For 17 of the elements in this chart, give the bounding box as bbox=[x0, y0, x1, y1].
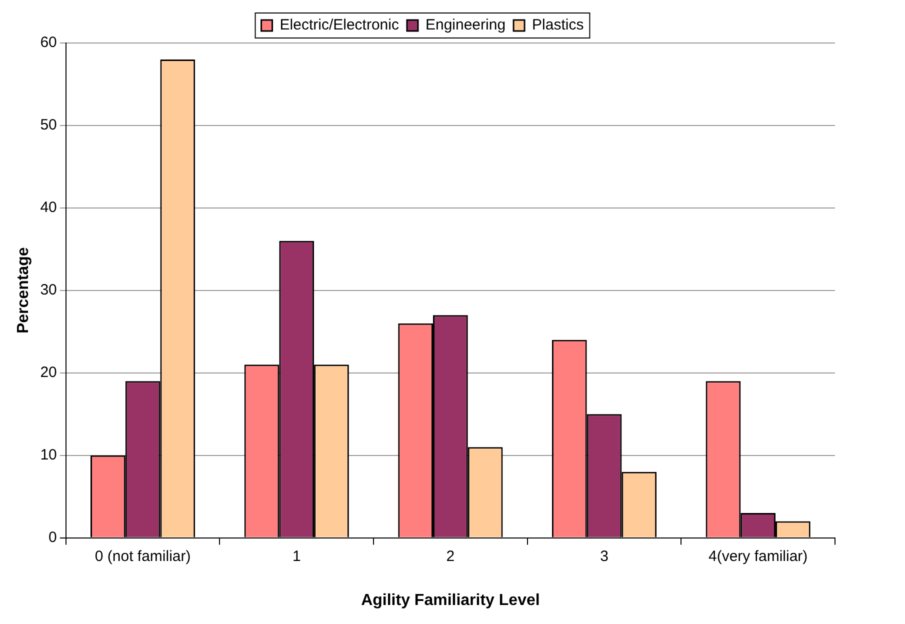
y-tick-label: 40 bbox=[40, 199, 57, 216]
y-tick-label: 50 bbox=[40, 116, 57, 134]
x-tick-label: 0 (not familiar) bbox=[94, 548, 191, 565]
x-tick-label: 1 bbox=[292, 548, 301, 565]
x-axis-title: Agility Familiarity Level bbox=[361, 592, 540, 609]
legend-label: Plastics bbox=[532, 16, 584, 34]
x-tick-label: 3 bbox=[600, 548, 608, 565]
y-tick-label: 10 bbox=[40, 446, 57, 464]
y-tick-label: 20 bbox=[40, 364, 57, 382]
x-tick-label: 2 bbox=[446, 548, 455, 565]
legend-label: Engineering bbox=[425, 16, 506, 34]
y-tick-label: 0 bbox=[48, 528, 57, 546]
legend-label: Electric/Electronic bbox=[280, 16, 400, 34]
y-tick-label: 30 bbox=[40, 282, 57, 299]
y-tick-label: 60 bbox=[40, 34, 57, 52]
x-tick-label: 4(very familiar) bbox=[708, 548, 808, 565]
y-axis-title: Percentage bbox=[15, 247, 32, 334]
